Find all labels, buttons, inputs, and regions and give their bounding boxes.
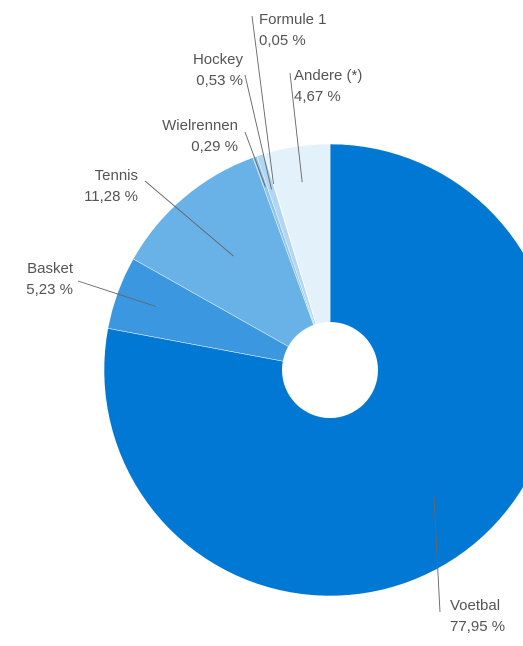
leader-lines-layer <box>77 15 441 613</box>
slice-value-tennis: 11,28 % <box>84 188 138 205</box>
leader-line-formule-1 <box>251 15 274 185</box>
leader-line-wielrennen <box>244 131 266 187</box>
slice-value-hockey: 0,53 % <box>196 72 243 89</box>
slice-label-voetbal: Voetbal <box>450 597 500 614</box>
slice-value-wielrennen: 0,29 % <box>191 138 238 155</box>
slice-value-basket: 5,23 % <box>26 281 73 298</box>
slice-label-tennis: Tennis <box>95 167 138 184</box>
slice-label-wielrennen: Wielrennen <box>162 117 238 134</box>
slice-label-formule-1: Formule 1 <box>259 11 327 28</box>
leader-line-andere <box>289 72 303 183</box>
pie-slice-andere <box>264 143 331 371</box>
slice-label-basket: Basket <box>27 260 74 277</box>
labels-layer: Voetbal 77,95 % Basket 5,23 % Tennis 11,28 % W… <box>26 11 505 635</box>
slice-label-andere: Andere (*) <box>294 67 362 84</box>
leader-line-tennis <box>144 180 234 257</box>
pie-slice-tennis <box>132 157 331 371</box>
donut-hole <box>282 322 378 418</box>
slice-value-formule-1: 0,05 % <box>259 32 306 49</box>
leader-line-hockey <box>244 74 272 190</box>
slice-value-voetbal: 77,95 % <box>450 618 505 635</box>
slice-label-hockey: Hockey <box>193 51 244 68</box>
leader-line-voetbal <box>433 495 441 613</box>
leader-line-basket <box>77 280 157 307</box>
slice-value-andere: 4,67 % <box>294 88 341 105</box>
